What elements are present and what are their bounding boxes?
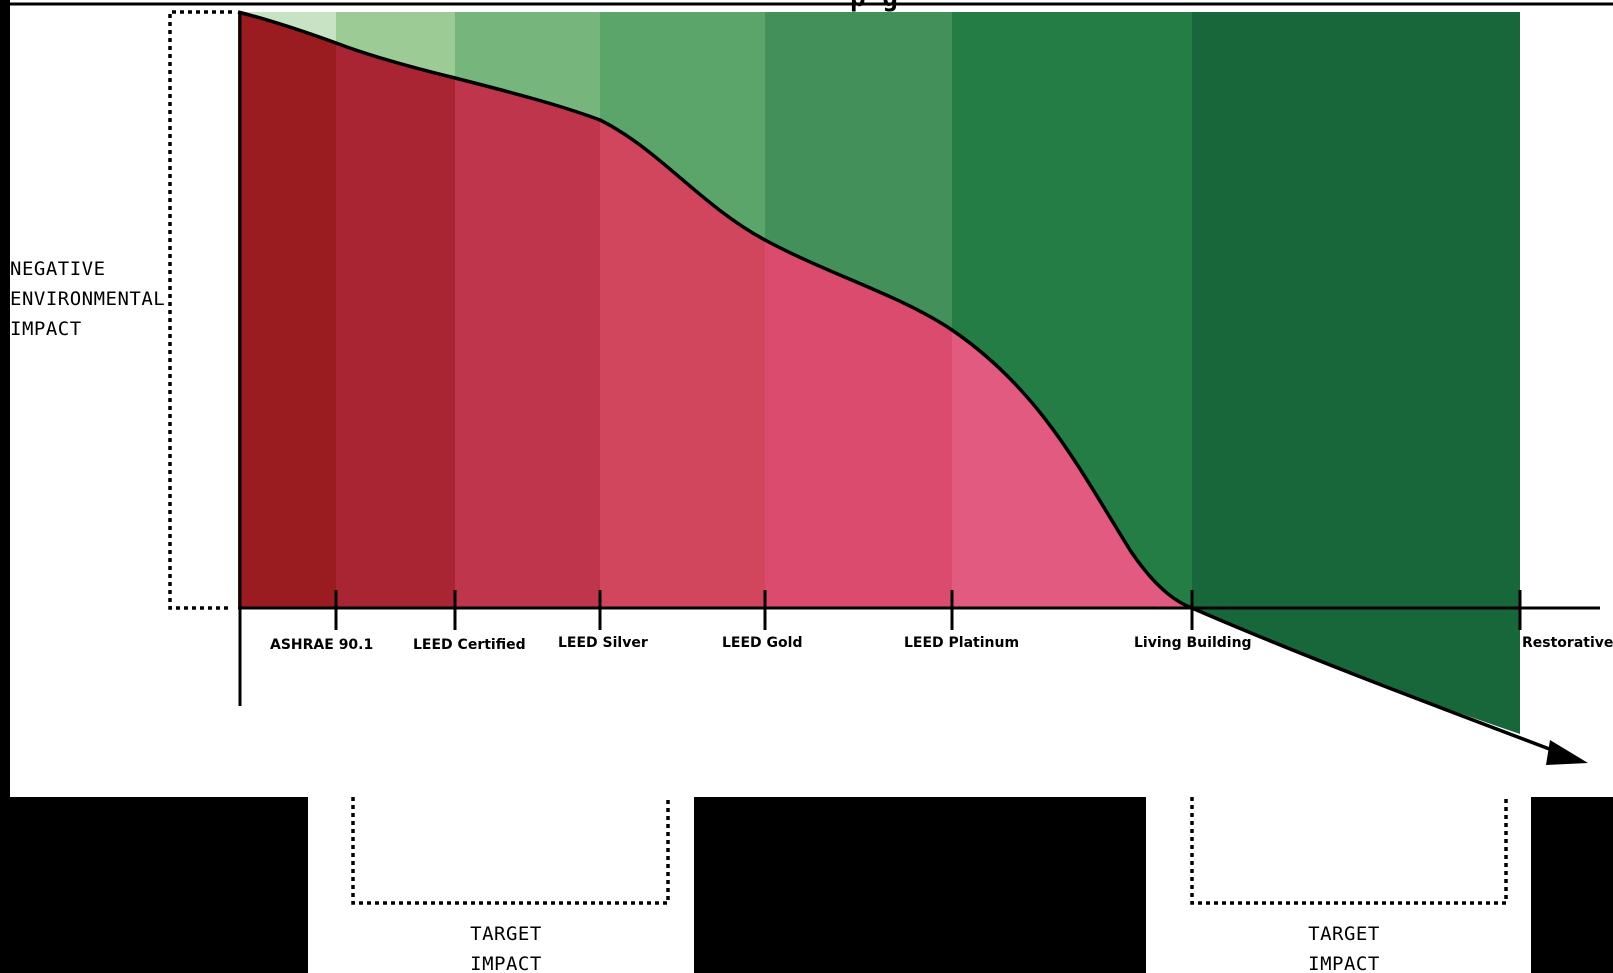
left-target-label-line-2: IMPACT xyxy=(470,953,542,973)
level-label-leed-silver: LEED Silver xyxy=(558,635,648,651)
y-axis-label-line-1: NEGATIVE xyxy=(10,258,106,280)
right-target-panel xyxy=(1146,797,1531,973)
y-axis-label-line-3: IMPACT xyxy=(10,318,82,340)
page-title: p g xyxy=(850,0,898,13)
restorative-dip-area xyxy=(1192,608,1520,734)
left-target-bracket xyxy=(351,797,670,905)
negative-impact-bracket xyxy=(168,10,232,610)
level-label-living-building: Living Building xyxy=(1134,635,1252,651)
level-label-leed-certified: LEED Certified xyxy=(413,637,526,653)
impact-curve xyxy=(237,10,1193,610)
right-target-label-line-2: IMPACT xyxy=(1308,953,1380,973)
left-target-panel xyxy=(308,797,694,973)
right-target-bracket xyxy=(1190,797,1508,905)
right-target-label-line-1: TARGET xyxy=(1308,923,1380,945)
level-label-leed-gold: LEED Gold xyxy=(722,635,802,651)
x-axis-ticks xyxy=(334,590,1522,630)
green-band-7 xyxy=(1192,12,1520,608)
red-band-1 xyxy=(238,12,336,608)
level-label-restorative: Restorative xyxy=(1522,635,1613,651)
arrowhead-icon xyxy=(1546,740,1588,765)
level-label-leed-platinum: LEED Platinum xyxy=(904,635,1019,651)
left-target-label-line-1: TARGET xyxy=(470,923,542,945)
red-band-2 xyxy=(336,12,455,608)
level-label-ashrae: ASHRAE 90.1 xyxy=(270,637,373,653)
y-axis-label-line-2: ENVIRONMENTAL xyxy=(10,288,165,310)
restorative-curve xyxy=(1191,606,1561,755)
